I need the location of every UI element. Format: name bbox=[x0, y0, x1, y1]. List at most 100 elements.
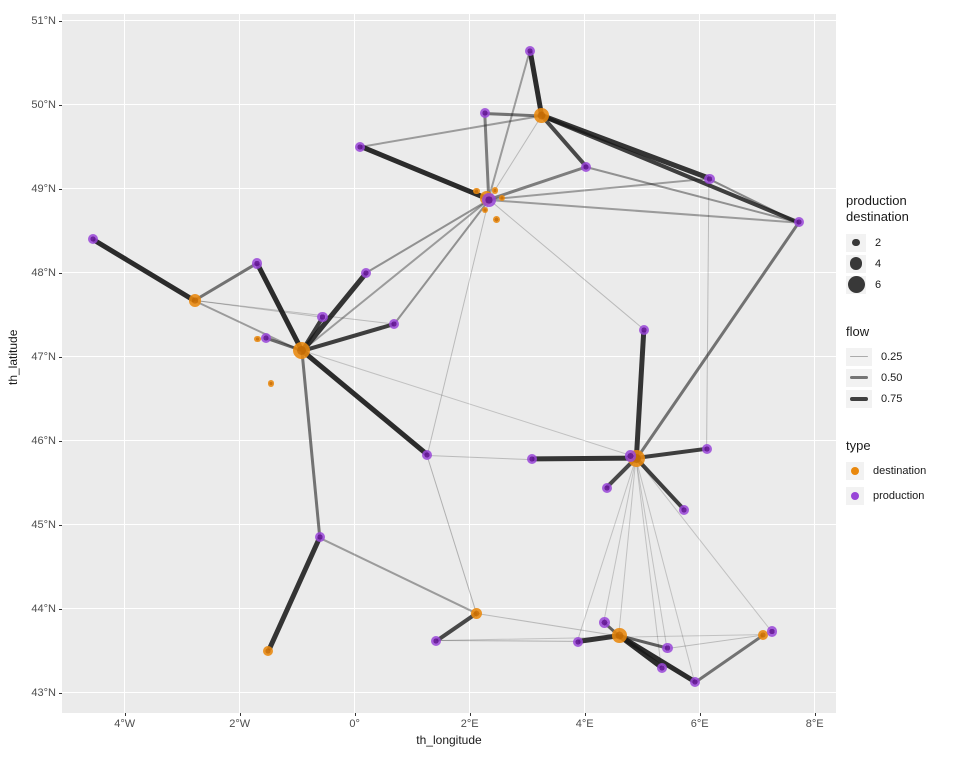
node-production-p25 bbox=[662, 643, 673, 654]
y-tick-mark-49°N bbox=[59, 188, 62, 190]
flow-edge-d1-p12 bbox=[194, 300, 394, 325]
x-tick-mark-0° bbox=[354, 713, 356, 716]
y-axis-title: th_latitude bbox=[6, 329, 20, 385]
legend-type-entry-destination: destination bbox=[846, 462, 958, 480]
node-destination-s4 bbox=[482, 206, 489, 213]
node-production-p18 bbox=[702, 444, 713, 455]
gridline-x-0° bbox=[354, 14, 356, 713]
node-destination-s1 bbox=[473, 188, 480, 195]
node-destination-d7 bbox=[471, 607, 483, 619]
legend: production destination 2 4 6 flow 0.25 0.50… bbox=[846, 193, 958, 535]
legend-type-title: type bbox=[846, 437, 871, 453]
y-tick-mark-51°N bbox=[59, 20, 62, 22]
node-production-p23 bbox=[572, 636, 583, 647]
x-tick-label-4°E: 4°E bbox=[575, 718, 594, 730]
legend-type-section: type destination production bbox=[846, 438, 958, 505]
y-tick-label-45°N: 45°N bbox=[31, 518, 56, 531]
node-destination-s2 bbox=[491, 187, 499, 194]
size-circle-icon-6 bbox=[847, 276, 865, 293]
y-tick-label-48°N: 48°N bbox=[31, 266, 56, 279]
legend-size-section: production destination 2 4 6 bbox=[846, 193, 958, 294]
gridline-y-48°N bbox=[62, 272, 836, 274]
legend-size-entry-6: 6 bbox=[846, 275, 958, 294]
gridline-y-46°N bbox=[62, 440, 836, 442]
legend-flow-entry-0.25: 0.25 bbox=[846, 347, 958, 366]
gridline-y-47°N bbox=[62, 356, 836, 358]
node-production-p20 bbox=[679, 504, 690, 515]
node-destination-d1 bbox=[188, 294, 202, 307]
legend-flow-key-0.75 bbox=[846, 389, 872, 408]
plot-panel bbox=[62, 14, 836, 713]
flow-edge-p4-p9 bbox=[487, 50, 531, 200]
legend-type-label-destination: destination bbox=[873, 465, 927, 477]
y-tick-mark-44°N bbox=[59, 608, 62, 610]
node-production-p11 bbox=[317, 312, 328, 323]
gridline-x-4°E bbox=[584, 14, 586, 713]
legend-size-label-2: 2 bbox=[875, 236, 882, 249]
gridline-y-50°N bbox=[62, 104, 836, 106]
gridline-x-2°W bbox=[239, 14, 241, 713]
y-tick-mark-47°N bbox=[59, 356, 62, 358]
y-tick-mark-45°N bbox=[59, 524, 62, 526]
flow-edge-p7-p18 bbox=[706, 178, 710, 450]
flow-edge-p21-d7 bbox=[319, 536, 477, 614]
flow-edge-p5-p9 bbox=[483, 113, 490, 200]
legend-type-key-production bbox=[846, 487, 864, 505]
legend-flow-key-0.25 bbox=[846, 347, 872, 366]
node-destination-s3 bbox=[499, 195, 506, 201]
legend-type-entry-production: production bbox=[846, 487, 958, 505]
y-tick-label-49°N: 49°N bbox=[31, 182, 56, 195]
gridline-x-2°E bbox=[469, 14, 471, 713]
gridline-x-4°W bbox=[124, 14, 126, 713]
gridline-x-8°E bbox=[814, 14, 816, 713]
flow-edge-d5-p18 bbox=[636, 447, 708, 461]
gridline-y-49°N bbox=[62, 188, 836, 190]
node-production-p19 bbox=[602, 482, 613, 493]
x-tick-mark-6°E bbox=[699, 713, 701, 716]
legend-size-title-line1: production bbox=[846, 193, 907, 208]
node-production-p3 bbox=[355, 141, 366, 152]
y-tick-mark-46°N bbox=[59, 440, 62, 442]
legend-flow-key-0.50 bbox=[846, 368, 872, 387]
flow-edge-p4-d3 bbox=[527, 50, 545, 117]
legend-flow-label-0.25: 0.25 bbox=[881, 350, 903, 363]
y-tick-label-51°N: 51°N bbox=[31, 14, 56, 27]
flow-edge-p1-d1 bbox=[91, 237, 197, 303]
legend-type-key-destination bbox=[846, 462, 864, 480]
node-production-p2 bbox=[251, 258, 262, 269]
node-production-p16 bbox=[527, 454, 538, 465]
flow-edge-p14-d5 bbox=[634, 329, 647, 459]
flow-edge-p9-p14 bbox=[488, 199, 645, 331]
legend-size-label-4: 4 bbox=[875, 257, 882, 270]
node-production-p28 bbox=[767, 626, 778, 637]
flow-edge-p9-p12 bbox=[393, 199, 490, 325]
type-dot-icon-production bbox=[851, 492, 859, 500]
y-tick-label-44°N: 44°N bbox=[31, 602, 56, 615]
flow-edge-p15-p16 bbox=[427, 454, 533, 460]
legend-size-entry-4: 4 bbox=[846, 254, 958, 273]
node-destination-d10 bbox=[254, 335, 261, 343]
legend-flow-section: flow 0.25 0.50 0.75 bbox=[846, 324, 958, 408]
x-tick-label-2°E: 2°E bbox=[460, 718, 479, 730]
legend-flow-title: flow bbox=[846, 323, 870, 339]
legend-size-key-2 bbox=[846, 233, 866, 252]
node-production-p12 bbox=[388, 318, 399, 330]
node-destination-d6 bbox=[611, 628, 627, 644]
legend-flow-entry-0.75: 0.75 bbox=[846, 389, 958, 408]
legend-size-label-6: 6 bbox=[875, 278, 882, 291]
y-tick-mark-43°N bbox=[59, 692, 62, 694]
x-tick-mark-4°W bbox=[124, 713, 126, 716]
y-tick-label-47°N: 47°N bbox=[31, 350, 56, 363]
x-tick-mark-2°E bbox=[469, 713, 471, 716]
node-production-p21 bbox=[314, 532, 325, 543]
node-production-p26 bbox=[656, 662, 667, 673]
legend-type-label-production: production bbox=[873, 490, 925, 502]
node-production-p15 bbox=[422, 450, 433, 461]
node-destination-d2 bbox=[293, 342, 311, 360]
gridline-y-51°N bbox=[62, 20, 836, 22]
node-destination-d3 bbox=[534, 108, 549, 123]
flow-edge-p21-d8 bbox=[266, 536, 322, 652]
x-tick-mark-8°E bbox=[814, 713, 816, 716]
node-destination-d8 bbox=[263, 645, 274, 656]
x-tick-label-6°E: 6°E bbox=[690, 718, 709, 730]
